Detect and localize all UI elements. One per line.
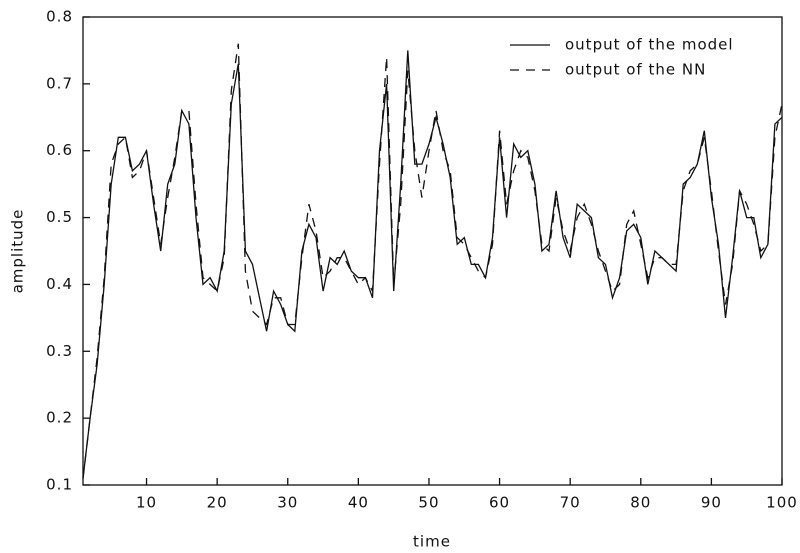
y-tick-label: 0.2 (46, 409, 73, 427)
y-tick-label: 0.4 (46, 275, 73, 293)
y-tick-label: 0.8 (46, 8, 73, 26)
x-tick-label: 100 (766, 494, 798, 512)
x-tick-label: 50 (418, 494, 439, 512)
legend-label: output of the NN (565, 61, 706, 79)
x-tick-label: 10 (136, 494, 157, 512)
plot-frame (82, 16, 783, 486)
series-line (82, 50, 783, 479)
legend-label: output of the model (565, 36, 734, 54)
y-tick-label: 0.6 (46, 141, 73, 159)
x-tick-label: 30 (277, 494, 298, 512)
y-axis-label: amplitude (9, 209, 27, 294)
x-tick-label: 20 (207, 494, 228, 512)
y-tick-label: 0.7 (46, 74, 73, 92)
y-tick-label: 0.5 (46, 208, 73, 226)
x-tick-label: 40 (348, 494, 369, 512)
x-tick-label: 60 (489, 494, 510, 512)
x-tick-label: 90 (701, 494, 722, 512)
x-tick-label: 70 (560, 494, 581, 512)
y-tick-label: 0.1 (46, 476, 73, 494)
x-axis-label: time (413, 533, 451, 551)
x-tick-label: 80 (630, 494, 651, 512)
series-line (82, 43, 783, 479)
y-tick-label: 0.3 (46, 342, 73, 360)
